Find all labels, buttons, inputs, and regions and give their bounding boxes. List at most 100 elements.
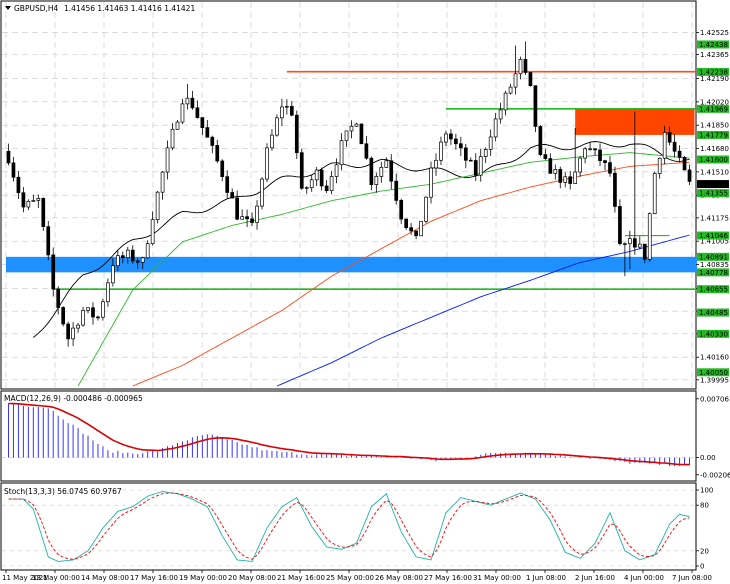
candle	[473, 153, 478, 182]
candle-body	[314, 169, 319, 181]
candle-body	[339, 140, 344, 166]
ma_long-line	[276, 234, 690, 387]
candle-body	[225, 176, 230, 193]
candle	[558, 166, 563, 189]
level-tag-label: 1.40778	[699, 269, 728, 277]
candle-body	[364, 143, 369, 159]
stoch-main-line	[8, 491, 690, 562]
candle	[677, 145, 682, 163]
candle-body	[130, 249, 135, 262]
candle	[563, 172, 568, 188]
candle	[533, 85, 538, 133]
candle	[354, 122, 359, 127]
price-tick-label: 1.41510	[700, 168, 729, 176]
stoch-panel-frame	[0, 482, 697, 571]
level-tag	[697, 231, 729, 240]
candle-body	[553, 169, 558, 174]
level-tag-label: 1.41779	[699, 131, 728, 139]
stoch-indicator: 100 80 20 0	[8, 487, 713, 571]
candle	[140, 256, 145, 270]
candle-body	[548, 158, 553, 174]
price-tick-label: 1.40160	[700, 354, 729, 362]
candle-body	[285, 106, 289, 108]
candle-body	[155, 191, 160, 220]
candle	[374, 172, 379, 193]
candle-body	[16, 176, 21, 194]
candle-body	[6, 150, 11, 164]
candle	[399, 198, 404, 225]
candle	[205, 120, 210, 138]
candle	[71, 322, 75, 347]
candle	[329, 171, 334, 195]
candle-body	[145, 243, 150, 259]
level-tag-label: 1.40330	[699, 330, 728, 338]
candle	[61, 306, 66, 327]
candle-body	[672, 141, 677, 152]
candle	[444, 130, 448, 147]
candle	[384, 157, 389, 168]
candle-body	[240, 216, 244, 220]
candle	[245, 209, 249, 228]
candle	[106, 278, 110, 307]
level-tag-label: 1.42238	[699, 68, 728, 76]
stoch-tick-label: 0	[700, 563, 704, 571]
candle-body	[379, 166, 384, 177]
candle	[478, 148, 483, 182]
candle-body	[593, 148, 597, 151]
candle	[538, 125, 543, 157]
level-tag	[697, 104, 729, 113]
candle	[96, 315, 100, 321]
candle-body	[657, 157, 662, 174]
candle	[662, 125, 667, 165]
candles[interactable]	[6, 41, 692, 347]
candle	[498, 102, 503, 124]
candle-body	[583, 148, 587, 159]
level-tag-label: 1.40891	[699, 253, 728, 261]
candle-body	[120, 255, 125, 259]
candle	[493, 113, 498, 142]
candle-body	[578, 157, 582, 173]
chevron-down-icon[interactable]	[5, 6, 11, 10]
candle	[548, 153, 553, 174]
candle	[145, 240, 150, 260]
candle	[483, 147, 488, 164]
time-tick-label: 27 May 16:00	[424, 574, 472, 582]
candle-body	[568, 176, 573, 184]
candle	[628, 230, 632, 270]
time-tick-label: 25 May 00:00	[326, 574, 374, 582]
candle-body	[628, 238, 632, 245]
candle-body	[210, 136, 215, 146]
candle	[309, 175, 314, 192]
macd-signal-line	[8, 402, 690, 466]
candle-body	[275, 117, 279, 136]
candle	[613, 166, 617, 213]
price-tick-label: 1.41850	[700, 122, 729, 130]
candle-body	[76, 324, 80, 329]
candle-body	[573, 171, 578, 184]
candle-body	[150, 219, 155, 245]
price-tick-label: 1.42525	[700, 29, 729, 37]
candle-body	[289, 106, 294, 116]
candle-body	[160, 171, 165, 193]
candle	[488, 129, 493, 156]
price-tick-label: 1.41005	[700, 238, 729, 246]
candle	[379, 161, 384, 183]
candle-body	[424, 196, 428, 222]
candle	[170, 123, 175, 151]
macd-tick-label: 0.007061	[700, 395, 730, 403]
candle	[200, 117, 205, 136]
candle	[21, 187, 26, 213]
candle	[647, 212, 652, 262]
candle-body	[36, 198, 41, 201]
candle	[125, 246, 130, 264]
candle-body	[41, 198, 46, 227]
candle-body	[86, 307, 90, 311]
candle-body	[81, 310, 85, 326]
candle-body	[677, 150, 682, 158]
candle-body	[106, 282, 110, 303]
price-tick-label: 1.41680	[700, 145, 729, 153]
candle	[26, 199, 31, 211]
candle-body	[449, 133, 453, 140]
candle	[294, 110, 299, 160]
